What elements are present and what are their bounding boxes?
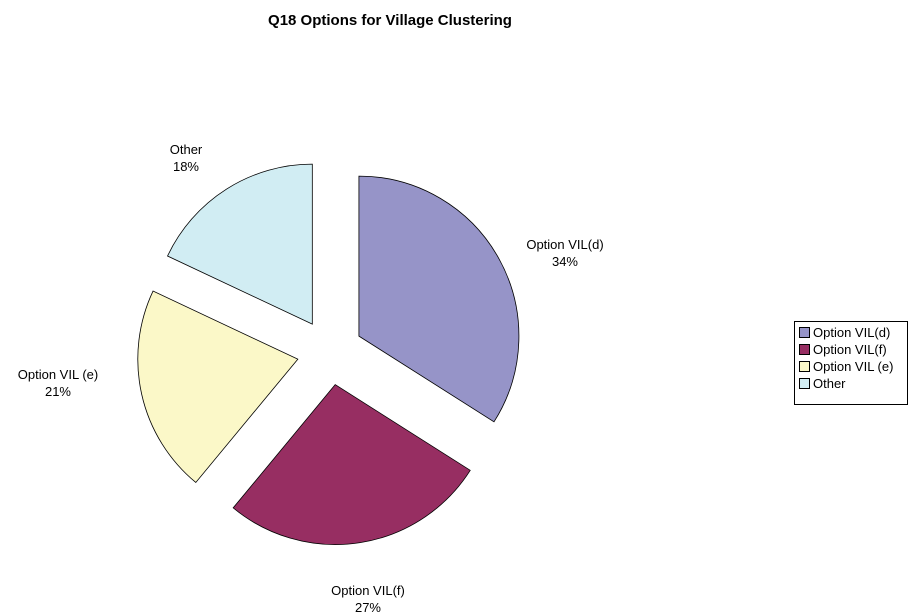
legend-item-0: Option VIL(d) (799, 324, 907, 341)
pie-slice-3 (167, 163, 313, 325)
slice-label-0-percent: 34% (551, 254, 579, 269)
legend-label-3: Other (813, 376, 846, 391)
slice-label-3: Other 18% (170, 141, 203, 175)
legend-label-1: Option VIL(f) (813, 342, 887, 357)
legend-swatch-1 (799, 344, 810, 355)
legend-item-2: Option VIL (e) (799, 358, 907, 375)
legend-item-3: Other (799, 375, 907, 392)
pie-slice-1 (232, 384, 471, 545)
legend-item-1: Option VIL(f) (799, 341, 907, 358)
slice-label-2: Option VIL (e) 21% (18, 366, 98, 400)
slice-label-2-name: Option VIL (e) (17, 367, 99, 382)
legend-label-2: Option VIL (e) (813, 359, 894, 374)
slice-label-1-percent: 27% (354, 600, 382, 615)
legend: Option VIL(d) Option VIL(f) Option VIL (… (794, 321, 908, 405)
legend-swatch-2 (799, 361, 810, 372)
slice-label-2-percent: 21% (44, 384, 72, 399)
legend-swatch-3 (799, 378, 810, 389)
chart-title: Q18 Options for Village Clustering (268, 12, 512, 29)
legend-label-0: Option VIL(d) (813, 325, 891, 340)
slice-label-3-name: Other (169, 142, 203, 157)
slice-label-3-percent: 18% (172, 159, 200, 174)
slice-label-1-name: Option VIL(f) (331, 583, 405, 598)
slice-label-1: Option VIL(f) 27% (331, 582, 405, 616)
slice-label-0: Option VIL(d) 34% (526, 236, 603, 270)
slice-label-0-name: Option VIL(d) (526, 237, 604, 252)
legend-swatch-0 (799, 327, 810, 338)
pie-slice-0 (358, 175, 520, 423)
pie-slice-2 (137, 290, 299, 484)
